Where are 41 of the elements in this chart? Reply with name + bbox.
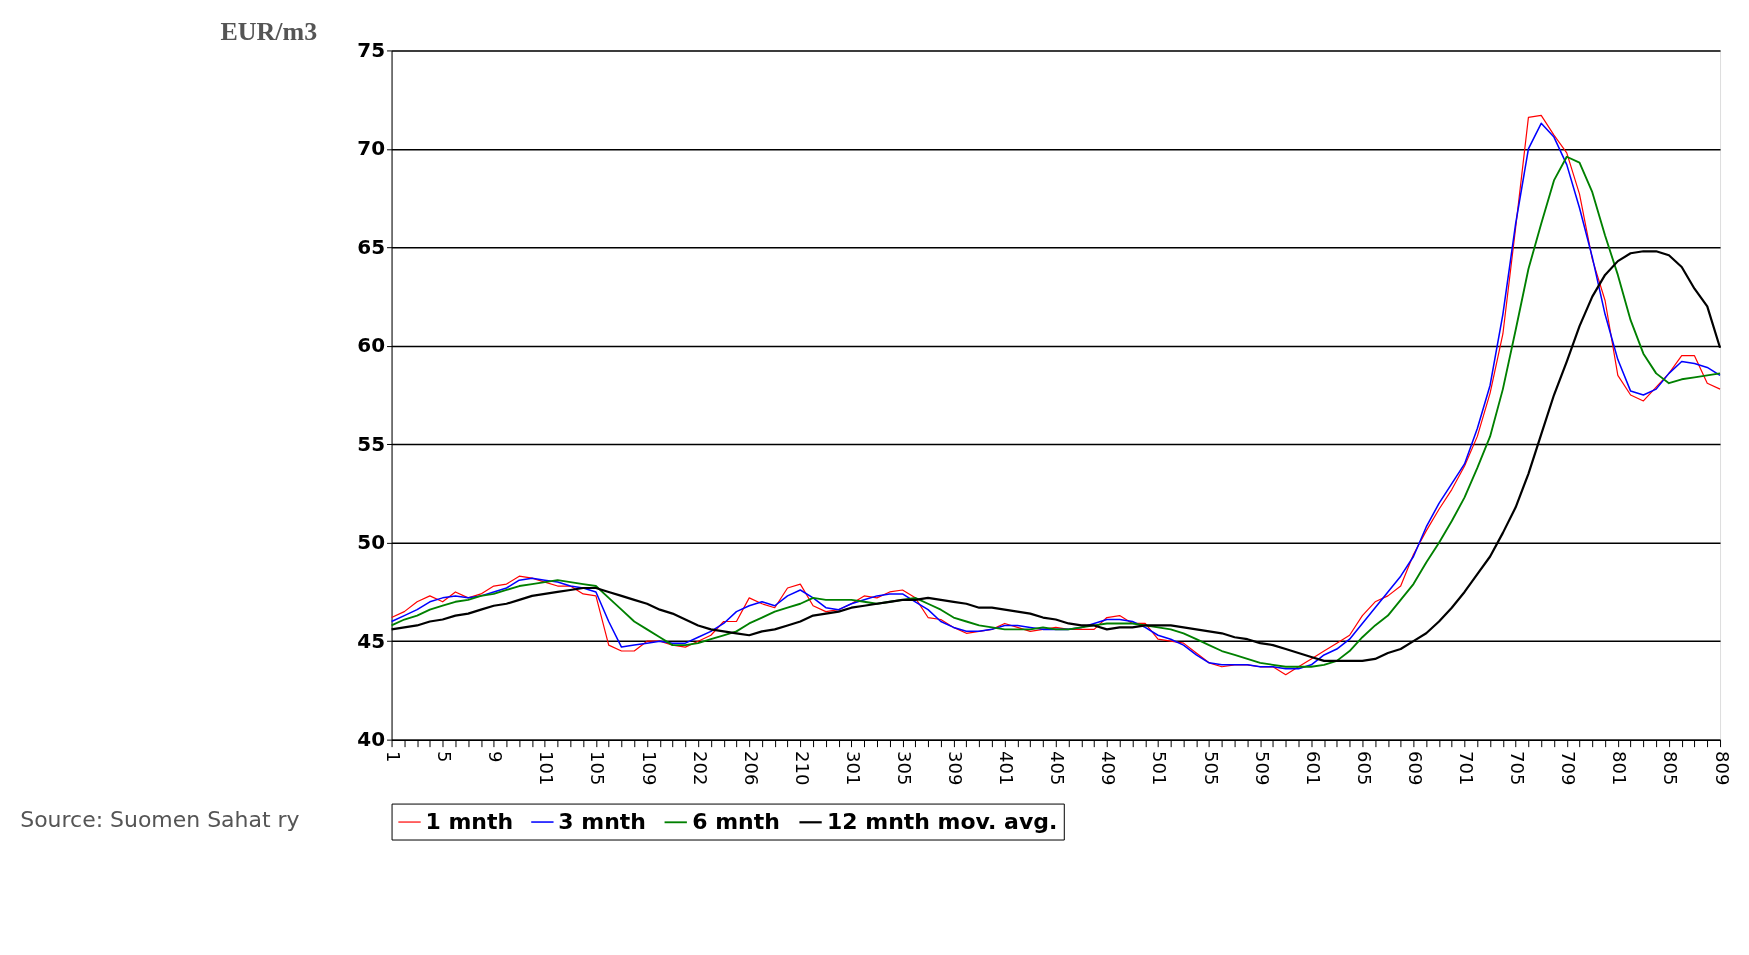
x-tick-label: 701 [1456,751,1478,786]
x-tick-label: 1 [383,751,405,763]
y-axis-title: EUR/m3 [220,16,318,46]
x-tick-label: 401 [996,751,1018,786]
x-tick-label: 105 [587,751,609,786]
y-tick-label: 45 [357,628,386,653]
y-tick-label: 60 [357,333,386,358]
y-tick-label: 75 [357,37,386,62]
x-tick-label: 9 [485,751,507,763]
x-tick-label: 805 [1660,751,1682,786]
y-tick-label: 55 [357,431,386,456]
legend-label: 1 mnth [425,809,514,835]
legend-label: 6 mnth [692,809,780,835]
x-tick-label: 705 [1507,751,1529,786]
x-tick-label: 309 [945,751,967,786]
x-tick-label: 305 [894,751,916,786]
x-tick-label: 809 [1711,751,1733,786]
x-tick-label: 109 [638,751,660,786]
y-tick-label: 40 [357,727,386,752]
x-tick-label: 709 [1558,751,1580,786]
x-tick-label: 405 [1047,751,1069,786]
x-tick-label: 801 [1609,751,1631,786]
x-tick-label: 202 [689,751,711,786]
source-note: Source: Suomen Sahat ry [20,807,300,833]
x-tick-label: 206 [740,751,762,786]
x-tick-label: 409 [1098,751,1120,786]
legend-label: 12 mnth mov. avg. [827,809,1058,835]
legend-label: 3 mnth [558,809,646,835]
x-tick-label: 509 [1251,751,1273,786]
x-tick-label: 101 [536,751,558,786]
y-tick-label: 70 [357,136,386,161]
y-tick-label: 50 [357,530,386,555]
x-tick-label: 609 [1404,751,1426,786]
x-tick-label: 501 [1149,751,1171,786]
x-tick-label: 210 [791,751,813,786]
y-tick-label: 65 [357,234,386,259]
x-tick-label: 601 [1302,751,1324,786]
x-tick-label: 5 [434,751,456,763]
x-tick-label: 605 [1353,751,1375,786]
x-tick-label: 301 [842,751,864,786]
x-tick-label: 505 [1200,751,1222,786]
